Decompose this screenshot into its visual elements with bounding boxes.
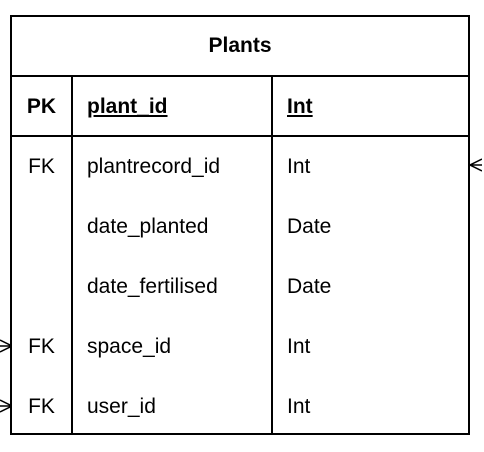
- primary-key-row[interactable]: PK plant_id Int: [12, 77, 468, 137]
- attribute-key: [12, 257, 71, 317]
- attribute-row[interactable]: date_fertilised Date: [12, 257, 468, 317]
- attribute-type: Date: [287, 215, 332, 238]
- attribute-name: user_id: [87, 395, 156, 418]
- attribute-row[interactable]: FK space_id Int: [12, 317, 468, 377]
- key-column-divider: [71, 77, 73, 435]
- attribute-type: Int: [287, 335, 311, 358]
- attribute-key: [12, 197, 71, 257]
- attribute-key: FK: [28, 395, 55, 418]
- attribute-row[interactable]: date_planted Date: [12, 197, 468, 257]
- pk-label: PK: [26, 95, 57, 118]
- attribute-type: Date: [287, 275, 332, 298]
- attribute-name: space_id: [87, 335, 172, 358]
- attribute-type: Int: [287, 155, 311, 178]
- attribute-name: date_fertilised: [87, 275, 218, 298]
- pk-type: Int: [287, 95, 313, 118]
- plants-entity[interactable]: Plants PK plant_id Int FK plantrecord_id…: [10, 15, 470, 435]
- attribute-type: Int: [287, 395, 311, 418]
- space-relation-crowfoot-icon[interactable]: [0, 339, 12, 353]
- plantrecord-relation-crowfoot-icon[interactable]: [470, 158, 482, 172]
- pk-name: plant_id: [87, 95, 168, 118]
- attribute-row[interactable]: FK plantrecord_id Int: [12, 137, 468, 197]
- attribute-row[interactable]: FK user_id Int: [12, 377, 468, 437]
- attribute-key: FK: [28, 335, 55, 358]
- entity-title: Plants: [12, 17, 468, 77]
- attribute-name: date_planted: [87, 215, 209, 238]
- attribute-key: FK: [28, 155, 55, 178]
- user-relation-crowfoot-icon[interactable]: [0, 399, 12, 413]
- type-column-divider: [271, 77, 273, 435]
- attribute-name: plantrecord_id: [87, 155, 221, 178]
